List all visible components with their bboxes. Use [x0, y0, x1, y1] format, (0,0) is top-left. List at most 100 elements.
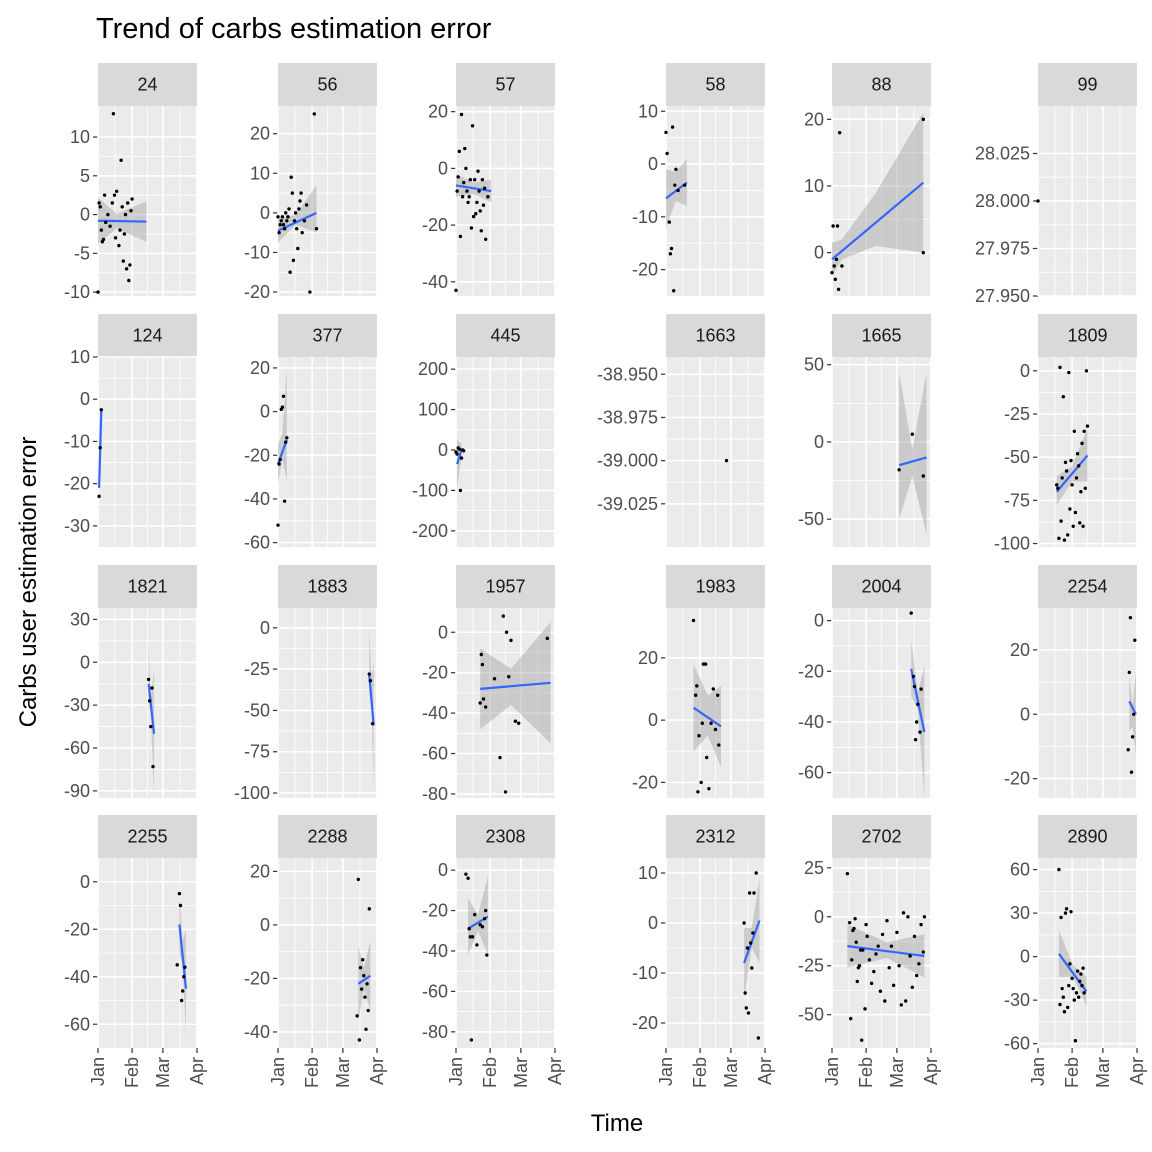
- data-point: [473, 912, 477, 917]
- y-tick-label: -100: [994, 534, 1030, 554]
- y-tick-label: 20: [1010, 640, 1030, 660]
- data-point: [836, 287, 841, 292]
- data-point: [108, 224, 112, 228]
- data-point: [367, 907, 371, 911]
- data-point: [459, 112, 464, 117]
- data-point: [458, 234, 463, 239]
- data-point: [364, 1027, 368, 1031]
- facet-strip: [456, 63, 555, 106]
- facet-panel-1809: 1809 -100 -75 -50 -25 0: [994, 314, 1138, 554]
- data-point: [280, 215, 285, 219]
- data-point: [918, 730, 922, 734]
- facet-strip: [98, 565, 197, 608]
- data-point: [148, 699, 152, 703]
- y-tick-label: -60: [64, 1014, 90, 1034]
- data-point: [503, 790, 508, 794]
- data-point: [916, 702, 920, 706]
- y-tick-label: -20: [244, 445, 270, 465]
- data-point: [118, 228, 122, 232]
- y-tick-label: 0: [814, 243, 824, 263]
- data-point: [674, 167, 678, 172]
- data-point: [922, 915, 927, 919]
- data-point: [1068, 507, 1072, 511]
- data-point: [1075, 452, 1080, 456]
- facet-label: 99: [1077, 75, 1097, 95]
- data-point: [1071, 986, 1075, 991]
- data-point: [149, 724, 153, 729]
- data-point: [849, 1016, 853, 1021]
- facet-strip: [456, 815, 555, 858]
- data-point: [717, 743, 721, 747]
- data-point: [906, 915, 910, 919]
- facet-panel-1957: 1957 -80 -60 -40 -20 0: [422, 565, 556, 804]
- y-tick-label: 5: [80, 166, 90, 186]
- data-point: [1083, 486, 1088, 490]
- data-point: [1067, 983, 1071, 988]
- y-tick-label: 0: [1020, 947, 1030, 967]
- facet-strip: [278, 815, 377, 858]
- data-point: [834, 257, 839, 262]
- y-tick-label: 27.950: [975, 286, 1030, 306]
- facet-panel-2255: 2255 -60 -40 -20 0 Jan Feb Mar Apr: [64, 815, 207, 1088]
- data-point: [482, 186, 487, 190]
- data-point: [470, 124, 475, 128]
- data-point: [477, 189, 481, 193]
- y-tick-label: 0: [80, 652, 90, 672]
- x-tick-label: Mar: [153, 1057, 173, 1088]
- data-point: [304, 203, 309, 207]
- data-point: [302, 219, 307, 223]
- y-tick-label: 0: [260, 203, 270, 223]
- data-point: [840, 264, 844, 268]
- data-point: [183, 965, 187, 969]
- facet-panel-2288: 2288 -40 -20 0 20 Jan Feb Mar Apr: [244, 815, 387, 1088]
- data-point: [668, 252, 673, 256]
- data-point: [1063, 911, 1068, 915]
- facet-strip: [98, 815, 197, 858]
- data-point: [295, 227, 299, 231]
- facet-label: 1809: [1067, 326, 1107, 346]
- data-point: [362, 974, 366, 978]
- data-point: [473, 178, 477, 182]
- y-tick-label: -20: [798, 661, 824, 681]
- data-point: [855, 979, 859, 984]
- data-point: [1128, 615, 1133, 620]
- data-point: [883, 999, 887, 1003]
- data-point: [1079, 972, 1083, 976]
- data-point: [468, 178, 472, 182]
- data-point: [1064, 469, 1069, 473]
- data-point: [673, 183, 677, 187]
- data-point: [1073, 510, 1078, 515]
- data-point: [695, 684, 699, 688]
- y-tick-label: -60: [422, 981, 448, 1001]
- data-point: [122, 232, 127, 236]
- x-tick-label: Apr: [187, 1057, 207, 1085]
- y-tick-label: -100: [234, 783, 270, 803]
- data-point: [276, 215, 280, 219]
- facet-panel-24: 24 -10 -5 0 5 10: [64, 63, 198, 302]
- data-point: [887, 965, 891, 970]
- y-tick-label: -20: [64, 919, 90, 939]
- data-point: [1078, 521, 1082, 525]
- data-point: [464, 166, 468, 171]
- y-tick-label: 10: [804, 176, 824, 196]
- data-point: [112, 193, 117, 197]
- y-tick-label: 20: [804, 109, 824, 129]
- data-point: [289, 175, 293, 179]
- data-point: [181, 989, 185, 993]
- data-point: [857, 964, 862, 968]
- data-point: [484, 237, 488, 241]
- data-point: [485, 953, 489, 957]
- y-tick-label: 28.000: [975, 191, 1030, 211]
- data-point: [1077, 464, 1081, 468]
- data-point: [833, 277, 837, 282]
- data-point: [484, 705, 488, 709]
- data-point: [676, 188, 680, 193]
- y-tick-label: -20: [1004, 769, 1030, 789]
- y-tick-label: -25: [244, 659, 270, 679]
- data-point: [459, 456, 464, 460]
- data-point: [749, 941, 753, 945]
- y-tick-label: -20: [64, 474, 90, 494]
- y-tick-label: 0: [438, 860, 448, 880]
- x-tick-label: Mar: [887, 1057, 907, 1088]
- y-tick-label: 0: [648, 154, 658, 174]
